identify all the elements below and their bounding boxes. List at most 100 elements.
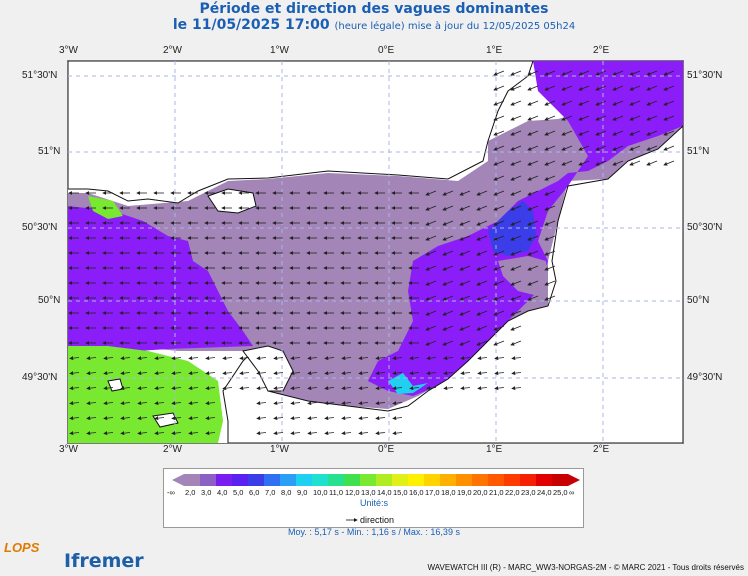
wave-direction-arrow	[663, 85, 675, 91]
wave-direction-arrow	[663, 70, 675, 76]
wave-direction-arrow	[493, 310, 505, 316]
wave-direction-arrow	[442, 310, 454, 316]
colorbar-swatch	[392, 474, 408, 486]
wave-direction-arrow	[425, 220, 437, 226]
ifremer-logo: Ifremer	[64, 550, 144, 572]
wave-direction-arrow	[137, 371, 148, 376]
wave-direction-arrow	[120, 356, 131, 361]
colorbar-swatch	[456, 474, 472, 486]
wave-direction-arrow	[476, 220, 488, 226]
lon-label-bottom: 1°W	[270, 444, 289, 455]
colorbar-tick-label: 8,0	[281, 488, 292, 497]
wave-direction-arrow	[544, 100, 556, 106]
wave-direction-arrow	[663, 130, 675, 136]
wave-direction-arrow	[120, 401, 131, 406]
wave-direction-arrow	[69, 386, 80, 391]
wave-direction-arrow	[442, 190, 454, 196]
wave-direction-arrow	[239, 356, 250, 361]
wave-direction-arrow	[273, 401, 284, 406]
wave-direction-arrow	[527, 115, 539, 121]
colorbar	[172, 474, 580, 486]
wave-direction-arrow	[510, 250, 522, 256]
wave-direction-arrow	[510, 265, 522, 271]
wave-direction-arrow	[120, 386, 131, 391]
wave-direction-arrow	[477, 371, 488, 376]
wave-direction-arrow	[273, 386, 284, 391]
wave-direction-arrow	[171, 386, 182, 391]
wave-direction-arrow	[341, 431, 352, 436]
wave-direction-arrow	[86, 386, 97, 391]
wave-direction-arrow	[544, 130, 556, 136]
wave-direction-arrow	[256, 356, 267, 361]
wave-direction-arrow	[307, 431, 318, 436]
wave-direction-arrow	[392, 371, 403, 376]
wave-direction-arrow	[86, 356, 97, 361]
colorbar-tick-label: 21,0	[489, 488, 504, 497]
wave-direction-arrow	[527, 190, 539, 196]
wave-direction-arrow	[561, 115, 573, 121]
wave-direction-arrow	[69, 401, 80, 406]
lat-label-right: 51°N	[687, 146, 710, 157]
wave-direction-arrow	[188, 431, 199, 436]
lon-label-top: 2°E	[593, 45, 610, 56]
lon-label-top: 3°W	[59, 45, 78, 56]
wave-direction-arrow	[358, 356, 369, 361]
wave-direction-arrow	[544, 115, 556, 121]
colorbar-tick-label: 9,0	[297, 488, 308, 497]
colorbar-tick-label: 24,0	[537, 488, 552, 497]
wave-direction-arrow	[493, 250, 505, 256]
lon-label-bottom: 1°E	[486, 444, 503, 455]
wave-direction-arrow	[459, 250, 471, 256]
wave-direction-arrow	[324, 431, 335, 436]
wave-direction-arrow	[527, 280, 539, 286]
wave-direction-arrow	[511, 386, 522, 391]
lat-label-left: 51°30'N	[22, 70, 58, 81]
lat-label-left: 51°N	[38, 146, 61, 157]
colorbar-swatch	[552, 474, 568, 486]
wave-direction-arrow	[493, 340, 505, 346]
wave-direction-arrow	[205, 416, 216, 421]
wave-direction-arrow	[459, 325, 471, 331]
wave-direction-arrow	[561, 85, 573, 91]
wave-direction-arrow	[171, 401, 182, 406]
wave-direction-arrow	[341, 401, 352, 406]
wave-direction-arrow	[409, 356, 420, 361]
colorbar-swatch	[472, 474, 488, 486]
direction-label: direction	[360, 515, 395, 525]
wave-direction-arrow	[307, 371, 318, 376]
wave-direction-arrow	[273, 371, 284, 376]
wave-direction-arrow	[358, 371, 369, 376]
colorbar-tick-label: 22,0	[505, 488, 520, 497]
lat-label-right: 50°30'N	[687, 222, 723, 233]
wave-direction-arrow	[86, 401, 97, 406]
wave-period-map[interactable]	[67, 60, 684, 444]
wave-direction-arrow	[510, 340, 522, 346]
wave-direction-arrow	[307, 386, 318, 391]
wave-direction-arrow	[511, 371, 522, 376]
colorbar-swatch	[504, 474, 520, 486]
map-title: Période et direction des vagues dominant…	[199, 1, 549, 17]
colorbar-tick-label: 3,0	[201, 488, 212, 497]
wave-direction-arrow	[646, 115, 658, 121]
colorbar-swatch	[184, 474, 200, 486]
wave-direction-arrow	[595, 85, 607, 91]
wave-direction-arrow	[69, 371, 80, 376]
wave-direction-arrow	[494, 386, 505, 391]
wave-direction-arrow	[256, 371, 267, 376]
wave-direction-arrow	[595, 145, 607, 151]
wave-direction-arrow	[595, 100, 607, 106]
wave-direction-arrow	[544, 295, 556, 301]
wave-direction-arrow	[476, 295, 488, 301]
wave-direction-arrow	[222, 371, 233, 376]
colorbar-tick-label: -∞	[167, 488, 175, 497]
colorbar-swatch	[248, 474, 264, 486]
wave-direction-arrow	[612, 130, 624, 136]
wave-direction-arrow	[476, 310, 488, 316]
wave-direction-arrow	[476, 205, 488, 211]
wave-direction-arrow	[629, 160, 641, 166]
colorbar-swatch	[216, 474, 232, 486]
wave-direction-arrow	[459, 265, 471, 271]
colorbar-swatch	[296, 474, 312, 486]
wave-direction-arrow	[273, 416, 284, 421]
wave-direction-arrow	[154, 371, 165, 376]
